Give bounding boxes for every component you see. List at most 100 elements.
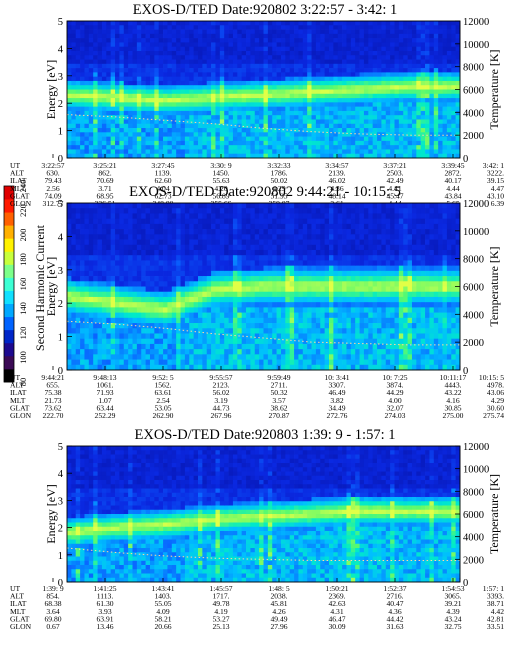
spectrogram-cell: [315, 343, 321, 350]
spectrogram-cell: [115, 68, 120, 73]
spectrogram-cell: [115, 80, 120, 86]
spectrogram-cell: [280, 50, 286, 56]
orbit-table: UTALTILATMLTGLATGLON3:22:57630.79.432.56…: [10, 161, 504, 208]
spectrogram-cell: [136, 312, 142, 319]
spectrogram-cell: [171, 291, 177, 298]
spectrogram-cell: [171, 208, 177, 214]
spectrogram-cell: [302, 223, 308, 230]
spectrogram-cell: [315, 106, 321, 112]
spectrogram-cell: [333, 68, 339, 73]
spectrogram-cell: [88, 21, 94, 26]
spectrogram-cell: [176, 338, 181, 345]
spectrogram-cell: [132, 203, 138, 209]
spectrogram-cell: [163, 203, 168, 209]
spectrogram-cell: [363, 128, 369, 133]
spectrogram-cell: [198, 128, 203, 133]
spectrogram-cell: [298, 349, 304, 355]
spectrogram-cell: [115, 265, 120, 272]
spectrogram-cell: [259, 85, 264, 90]
spectrogram-cell: [311, 323, 317, 329]
spectrogram-cell: [411, 46, 417, 52]
spectrogram-cell: [320, 123, 325, 129]
spectrogram-cell: [101, 102, 107, 107]
spectrogram-cell: [294, 328, 299, 334]
spectrogram-cell: [272, 255, 277, 261]
spectrogram-cell: [259, 140, 264, 146]
spectrogram-cell: [263, 123, 269, 129]
spectrogram-cell: [350, 98, 356, 103]
spectrogram-cell: [320, 89, 325, 95]
spectrogram-cell: [101, 338, 107, 345]
spectrogram-cell: [180, 102, 186, 107]
spectrogram-cell: [149, 323, 155, 329]
spectrogram-cell: [163, 302, 168, 308]
spectrogram-cell: [211, 29, 216, 35]
spectrogram-cell: [442, 136, 448, 142]
spectrogram-cell: [119, 265, 125, 272]
spectrogram-cell: [442, 29, 448, 35]
spectrogram-cell: [101, 33, 107, 39]
spectrogram-cell: [101, 98, 107, 103]
spectrogram-cell: [110, 55, 116, 60]
spectrogram-cell: [311, 98, 317, 103]
spectrogram-cell: [411, 93, 417, 99]
spectrogram-cell: [211, 286, 216, 293]
spectrogram-cell: [350, 33, 356, 39]
spectrogram-cell: [446, 128, 452, 133]
spectrogram-cell: [433, 42, 439, 48]
spectrogram-cell: [377, 29, 382, 35]
spectrogram-cell: [359, 46, 365, 52]
spectrogram-cell: [285, 80, 291, 86]
table-cell: 62.73: [154, 191, 171, 200]
spectrogram-cell: [71, 89, 77, 95]
spectrogram-cell: [123, 38, 129, 43]
spectrogram-cell: [302, 317, 308, 324]
spectrogram-cell: [93, 46, 98, 52]
spectrogram-cell: [224, 123, 229, 129]
spectrogram-cell: [219, 72, 225, 78]
spectrogram-cell: [180, 72, 186, 78]
spectrogram-cell: [259, 255, 264, 261]
spectrogram-cell: [171, 89, 177, 95]
spectrogram-cell: [329, 98, 334, 103]
spectrogram-cell: [119, 136, 125, 142]
spectrogram-cell: [176, 328, 181, 334]
spectrogram-cell: [254, 223, 260, 230]
spectrogram-cell: [119, 85, 125, 90]
spectrogram-cell: [145, 145, 151, 150]
spectrogram-cell: [272, 249, 277, 256]
spectrogram-cell: [241, 338, 247, 345]
spectrogram-cell: [416, 59, 422, 65]
spectrogram-cell: [110, 80, 116, 86]
spectrogram-cell: [211, 349, 216, 355]
table-cell: 55.63: [212, 176, 229, 185]
spectrogram-cell: [97, 229, 103, 235]
spectrogram-cell: [254, 63, 260, 69]
spectrogram-cell: [425, 110, 430, 116]
colorbar-frame: [3, 185, 15, 383]
spectrogram-cell: [158, 244, 164, 251]
colorbar-cell: [4, 238, 14, 252]
spectrogram-cell: [88, 128, 94, 133]
spectrogram-cell: [246, 270, 251, 277]
spectrogram-cell: [285, 317, 291, 324]
spectrogram-cell: [346, 98, 352, 103]
spectrogram-cell: [416, 102, 422, 107]
spectrogram-cell: [202, 21, 208, 26]
spectrogram-cell: [141, 46, 146, 52]
spectrogram-cell: [416, 140, 422, 146]
spectrogram-cell: [154, 244, 160, 251]
spectrogram-cell: [219, 244, 225, 251]
spectrogram-cell: [128, 260, 133, 266]
spectrogram-cell: [355, 132, 360, 137]
spectrogram-cell: [145, 270, 151, 277]
spectrogram-cell: [416, 50, 422, 56]
spectrogram-cell: [167, 323, 173, 329]
spectrogram-cell: [93, 354, 98, 360]
spectrogram-cell: [263, 255, 269, 261]
spectrogram-cell: [446, 80, 452, 86]
spectrogram-cell: [241, 328, 247, 334]
spectrogram-cell: [189, 359, 194, 366]
spectrogram-cell: [438, 46, 443, 52]
spectrogram-cell: [184, 218, 190, 225]
